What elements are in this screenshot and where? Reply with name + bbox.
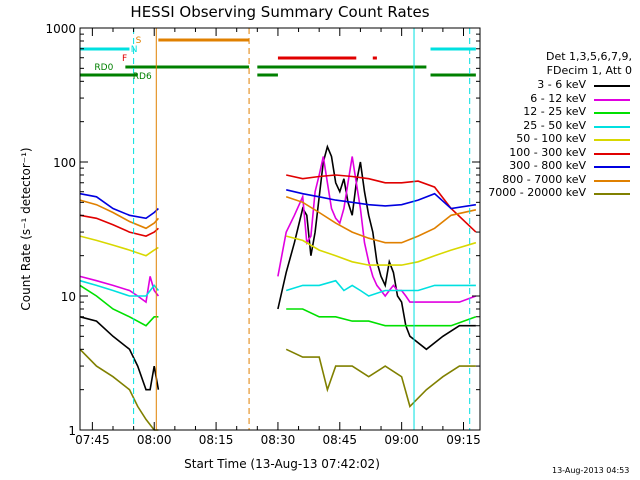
legend-swatch xyxy=(594,125,630,128)
x-tick-label-6: 09:15 xyxy=(446,433,481,447)
legend-label: 3 - 6 keV xyxy=(537,78,586,91)
legend-entry: 100 - 300 keV xyxy=(456,146,636,160)
series-line-0-seg-1 xyxy=(277,144,476,351)
legend-label: 25 - 50 keV xyxy=(523,118,586,132)
series-line-7-seg-1 xyxy=(285,196,477,244)
x-tick-label-4: 08:45 xyxy=(322,433,357,447)
series-line-4-seg-0 xyxy=(79,235,159,257)
chart-title: HESSI Observing Summary Count Rates xyxy=(130,3,429,21)
legend-swatch xyxy=(594,112,630,114)
x-tick-label-1: 08:00 xyxy=(137,433,172,447)
legend-swatch xyxy=(594,85,630,87)
y-tick-label-1: 10 xyxy=(61,290,76,304)
legend-swatch xyxy=(594,179,630,182)
legend-label: 7000 - 20000 keV xyxy=(488,186,586,199)
legend-entry: 300 - 800 keV xyxy=(456,159,636,173)
series-line-5-seg-0 xyxy=(79,214,159,237)
legend-swatch xyxy=(594,139,630,141)
legend-swatch xyxy=(594,193,630,195)
flag-label-rd6: RD6 xyxy=(133,72,152,82)
y-tick-label-0: 1 xyxy=(68,424,76,438)
plot-area: SNF RD0 RD6 07:45 08:00 08:15 08:30 08:45 09:00 0… xyxy=(45,22,480,447)
legend-swatch xyxy=(594,98,630,101)
series-line-5-seg-1 xyxy=(286,174,477,233)
legend-entry: 6 - 12 keV xyxy=(456,92,636,106)
flag-label-f: F xyxy=(122,54,127,64)
legend-entry: 800 - 7000 keV xyxy=(456,173,636,187)
legend-entry: 7000 - 20000 keV xyxy=(456,186,636,200)
series-line-1-seg-0 xyxy=(79,275,160,304)
legend-label: 800 - 7000 keV xyxy=(502,172,586,186)
legend-label: 100 - 300 keV xyxy=(509,145,586,159)
timestamp: 13-Aug-2013 04:53 xyxy=(552,466,630,475)
series-line-4-seg-1 xyxy=(285,235,477,266)
legend-entry: 25 - 50 keV xyxy=(456,119,636,133)
series-line-0-seg-0 xyxy=(79,316,160,391)
legend-label: 300 - 800 keV xyxy=(509,159,586,172)
series-line-2-seg-0 xyxy=(79,284,159,327)
series-line-2-seg-1 xyxy=(286,308,477,327)
x-tick-label-5: 09:00 xyxy=(384,433,419,447)
y-axis-label: Count Rate (s⁻¹ detector⁻¹) xyxy=(19,147,33,310)
legend-label: 50 - 100 keV xyxy=(516,132,586,145)
legend-swatch xyxy=(594,152,630,155)
legend-entry: 50 - 100 keV xyxy=(456,132,636,146)
legend-header-0: Det 1,3,5,6,7,9, xyxy=(545,50,632,63)
legend-label: 12 - 25 keV xyxy=(523,105,586,118)
legend-swatch xyxy=(594,166,630,168)
legend-entry: 3 - 6 keV xyxy=(456,78,636,92)
legend-header-1: FDecim 1, Att 0 xyxy=(546,64,632,77)
x-axis-label: Start Time (13-Aug-13 07:42:02) xyxy=(184,457,380,471)
flag-label-s: S xyxy=(136,36,142,46)
plot-frame xyxy=(79,27,481,431)
series-line-6-seg-0 xyxy=(79,192,159,220)
y-tick-label-2: 100 xyxy=(53,156,76,170)
legend-entry: 12 - 25 keV xyxy=(456,105,636,119)
series-line-1-seg-1 xyxy=(277,156,477,303)
x-tick-label-2: 08:15 xyxy=(199,433,234,447)
x-tick-label-0: 07:45 xyxy=(75,433,110,447)
flag-label-n: N xyxy=(131,45,138,55)
flag-label-rd0: RD0 xyxy=(94,63,113,73)
series-line-7-seg-0 xyxy=(79,199,160,230)
series-line-6-seg-1 xyxy=(286,189,477,210)
x-tick-label-3: 08:30 xyxy=(261,433,296,447)
series-line-3-seg-1 xyxy=(285,279,476,297)
series-line-3-seg-0 xyxy=(79,279,160,297)
y-tick-label-3: 1000 xyxy=(45,22,76,36)
series-line-8-seg-1 xyxy=(285,348,476,408)
legend-label: 6 - 12 keV xyxy=(530,91,586,105)
